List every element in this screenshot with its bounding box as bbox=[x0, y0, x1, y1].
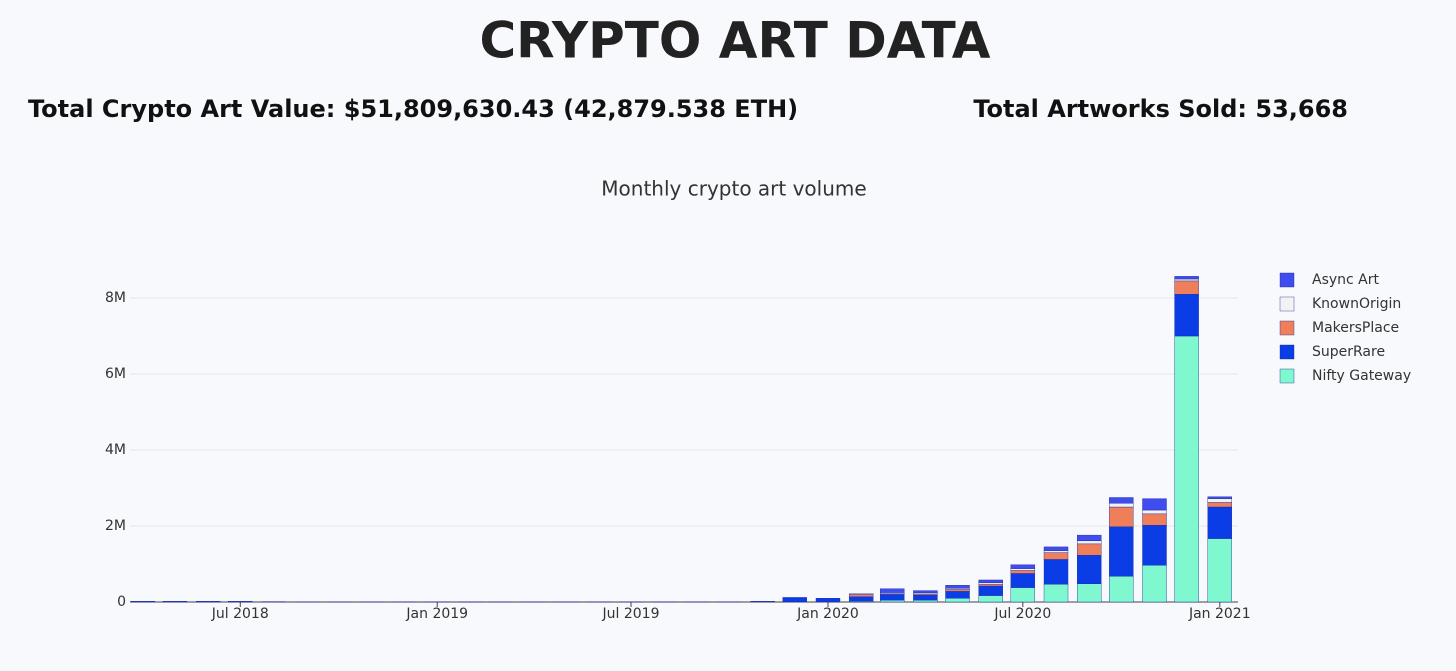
bar-segment bbox=[848, 596, 874, 602]
bar-segment bbox=[1109, 497, 1134, 504]
bar-segment bbox=[1109, 503, 1134, 508]
bar-segment bbox=[945, 591, 970, 599]
bar-segment bbox=[1076, 583, 1102, 603]
legend-swatch bbox=[1279, 320, 1295, 336]
bar-segment bbox=[1109, 506, 1134, 527]
bar-segment bbox=[782, 597, 807, 603]
legend-swatch bbox=[1279, 272, 1295, 288]
bar-segment bbox=[1207, 538, 1233, 603]
legend-swatch bbox=[1279, 344, 1295, 360]
bar-segment bbox=[1142, 509, 1167, 515]
bar-segment bbox=[1142, 498, 1167, 511]
chart-title: Monthly crypto art volume bbox=[601, 177, 866, 201]
bar-segment bbox=[162, 601, 188, 603]
total-value: Total Crypto Art Value: $51,809,630.43 (… bbox=[28, 95, 798, 123]
bar-segment bbox=[1142, 513, 1167, 526]
bar-segment bbox=[1010, 573, 1036, 588]
bar-segment bbox=[1174, 276, 1199, 280]
bar-segment bbox=[1174, 335, 1199, 603]
bar-segment bbox=[978, 582, 1003, 585]
bar-segment bbox=[978, 583, 1003, 587]
bar-segment bbox=[1207, 498, 1233, 503]
bar-segment bbox=[1010, 570, 1036, 574]
y-tick-label: 0 bbox=[117, 594, 126, 610]
bar-segment bbox=[1076, 555, 1102, 584]
bar-segment bbox=[880, 588, 905, 593]
bar-segment bbox=[1109, 526, 1134, 577]
bar-segment bbox=[195, 601, 221, 603]
x-tick-label: Jul 2018 bbox=[211, 606, 269, 622]
bar-segment bbox=[130, 601, 156, 603]
y-tick-label: 8M bbox=[105, 290, 126, 306]
bar-segment bbox=[1076, 534, 1102, 542]
bar-segment bbox=[1043, 583, 1069, 603]
bar-segment bbox=[880, 594, 905, 601]
bar-segment bbox=[1207, 496, 1233, 499]
bar-segment bbox=[1174, 278, 1199, 282]
legend-swatch bbox=[1279, 296, 1295, 312]
legend-swatch bbox=[1279, 368, 1295, 384]
bar-segment bbox=[815, 598, 841, 603]
bar-segment bbox=[1010, 587, 1036, 603]
bar-segment bbox=[1142, 525, 1167, 566]
bar-segment bbox=[750, 601, 775, 603]
bar-segment bbox=[1207, 502, 1233, 508]
legend-label: MakersPlace bbox=[1312, 320, 1399, 336]
bar-segment bbox=[978, 579, 1003, 583]
legend-label: KnownOrigin bbox=[1312, 296, 1401, 312]
bar-segment bbox=[1076, 543, 1102, 556]
bar-segment bbox=[1043, 552, 1069, 560]
bar-segment bbox=[1043, 546, 1069, 551]
bar-segment bbox=[1043, 550, 1069, 553]
bar-segment bbox=[848, 593, 874, 595]
bar-segment bbox=[1207, 506, 1233, 539]
total-sold: Total Artworks Sold: 53,668 bbox=[973, 95, 1348, 123]
bar-segment bbox=[1174, 294, 1199, 337]
x-tick-label: Jan 2019 bbox=[405, 606, 468, 622]
bar-segment bbox=[913, 599, 938, 603]
bar-segment bbox=[978, 595, 1003, 603]
bar-segment bbox=[228, 601, 253, 603]
legend-label: Nifty Gateway bbox=[1312, 368, 1411, 384]
bar-segment bbox=[913, 590, 938, 594]
y-tick-label: 2M bbox=[105, 518, 126, 534]
bar-segment bbox=[1109, 575, 1134, 603]
legend-label: SuperRare bbox=[1312, 344, 1385, 360]
y-tick-label: 6M bbox=[105, 366, 126, 382]
x-tick-label: Jan 2020 bbox=[796, 606, 859, 622]
bar-segment bbox=[945, 589, 970, 592]
bar-segment bbox=[1010, 568, 1036, 571]
bar-segment bbox=[1174, 280, 1199, 295]
bar-segment bbox=[978, 585, 1003, 596]
x-tick-label: Jul 2020 bbox=[993, 606, 1051, 622]
bar-segment bbox=[1076, 540, 1102, 545]
bar-segment bbox=[945, 598, 970, 603]
y-tick-label: 4M bbox=[105, 442, 126, 458]
x-tick-label: Jan 2021 bbox=[1188, 606, 1251, 622]
x-tick-label: Jul 2019 bbox=[602, 606, 660, 622]
bar-segment bbox=[848, 594, 874, 597]
bar-segment bbox=[1010, 564, 1036, 569]
bar-segment bbox=[880, 599, 905, 603]
bar-segment bbox=[1043, 559, 1069, 585]
page-title: CRYPTO ART DATA bbox=[479, 12, 990, 70]
bar-segment bbox=[1142, 564, 1167, 603]
legend-label: Async Art bbox=[1312, 272, 1380, 288]
bar-segment bbox=[945, 585, 970, 589]
bar-segment bbox=[913, 594, 938, 601]
